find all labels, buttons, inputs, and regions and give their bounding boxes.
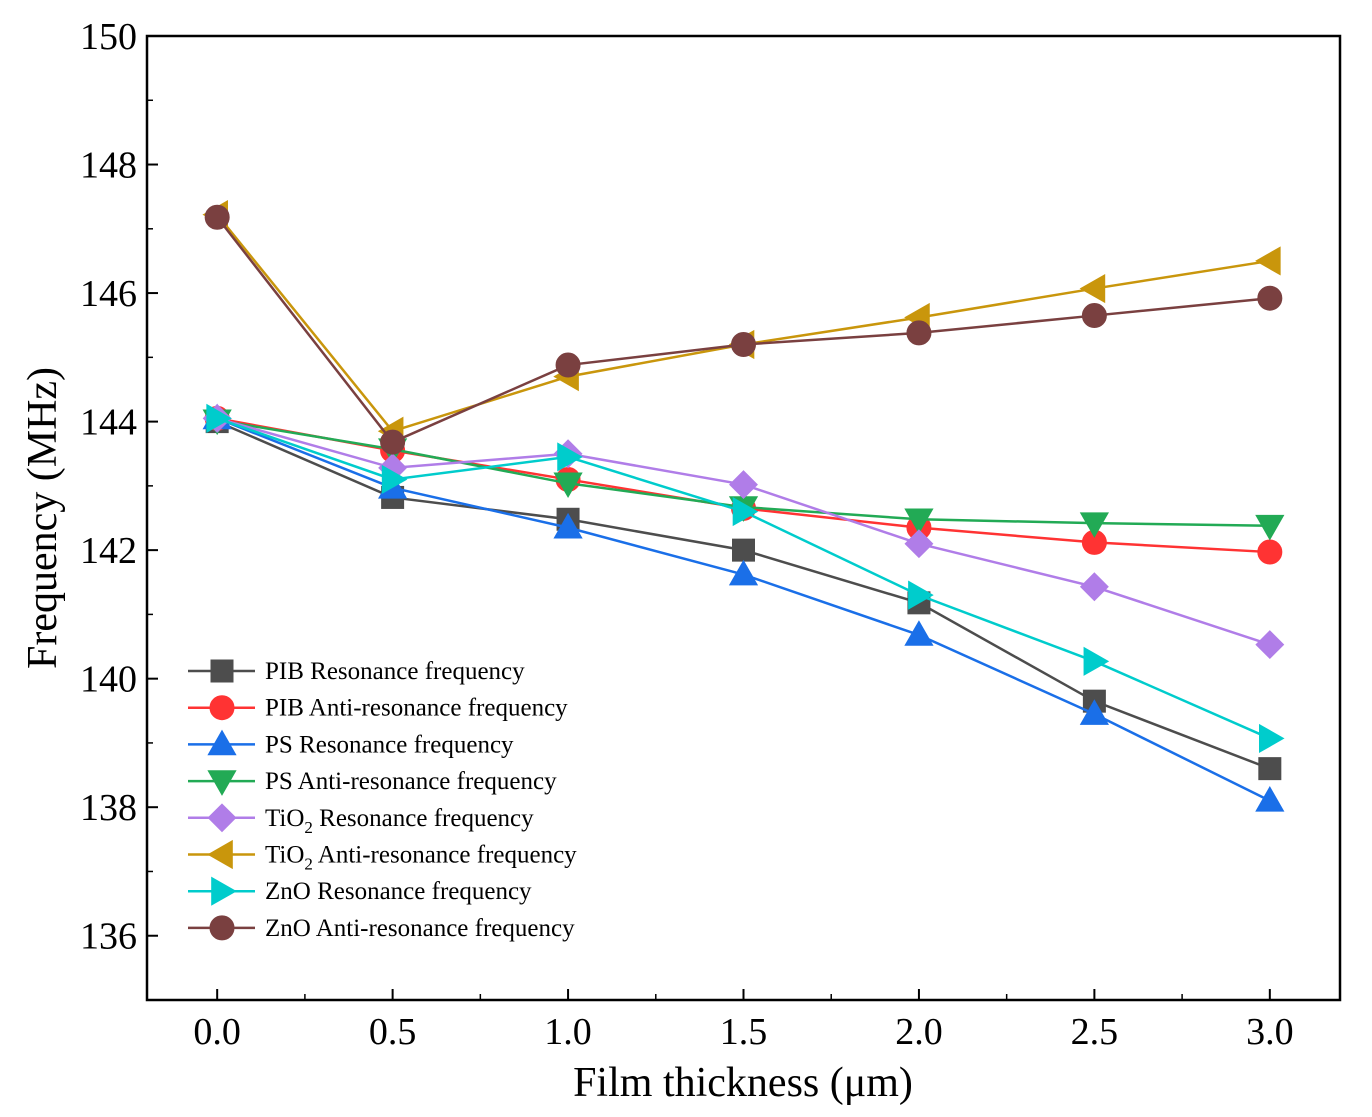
x-tick-label: 1.5 <box>720 1011 768 1053</box>
legend: PIB Resonance frequency PIB Anti-resonanc… <box>188 658 577 942</box>
legend-item: PIB Resonance frequency <box>188 658 525 685</box>
legend-item: PS Anti-resonance frequency <box>188 768 557 796</box>
data-point <box>206 403 232 433</box>
series-line <box>216 417 1271 646</box>
y-tick-label: 148 <box>80 145 137 187</box>
series-7 <box>204 204 1283 455</box>
data-point <box>732 496 759 527</box>
y-axis: 136 138 140 142 144 146 148 150 <box>80 16 158 1001</box>
data-point <box>729 470 758 500</box>
legend-label: ZnO Resonance frequency <box>265 878 532 905</box>
data-point <box>380 429 406 455</box>
data-point <box>731 331 756 357</box>
legend-label: PIB Anti-resonance frequency <box>265 695 568 722</box>
series-line <box>216 213 1271 433</box>
x-tick-label: 1.0 <box>544 1011 592 1053</box>
legend-item: ZnO Anti-resonance frequency <box>188 915 575 942</box>
data-point <box>1079 572 1109 602</box>
x-tick-label: 2.5 <box>1071 1011 1119 1053</box>
legend-item: ZnO Resonance frequency <box>188 876 532 906</box>
legend-label: PS Anti-resonance frequency <box>265 768 557 795</box>
y-tick-label: 140 <box>80 659 137 701</box>
legend-label: ZnO Anti-resonance frequency <box>265 915 575 942</box>
y-tick-label: 136 <box>80 916 137 958</box>
x-tick-label: 0.0 <box>193 1011 241 1053</box>
data-point <box>553 472 583 499</box>
legend-marker <box>210 659 234 683</box>
legend-marker <box>207 770 237 796</box>
data-point <box>728 559 759 586</box>
data-point <box>1255 786 1285 812</box>
legend-item: PIB Anti-resonance frequency <box>188 695 568 722</box>
data-point <box>1081 303 1107 329</box>
legend-label: TiO2 Anti-resonance frequency <box>265 842 577 874</box>
data-point <box>1079 699 1109 725</box>
data-point <box>381 464 408 495</box>
data-point <box>908 580 934 610</box>
series-6 <box>206 403 1285 754</box>
data-point <box>904 529 934 559</box>
data-point <box>557 442 583 472</box>
x-tick-label: 0.5 <box>369 1011 417 1053</box>
x-tick-label: 3.0 <box>1246 1011 1294 1053</box>
legend-item: TiO2 Anti-resonance frequency <box>188 839 577 874</box>
data-point <box>1079 512 1109 538</box>
data-point <box>1257 285 1283 311</box>
data-point <box>1258 757 1282 781</box>
data-point <box>732 538 755 562</box>
data-point <box>1255 630 1285 660</box>
data-point <box>1255 246 1281 276</box>
legend-marker <box>207 729 237 756</box>
y-tick-label: 144 <box>80 402 137 444</box>
legend-marker <box>209 695 235 721</box>
data-point <box>1079 273 1106 304</box>
legend-label: TiO2 Resonance frequency <box>265 805 534 837</box>
data-point <box>1259 723 1285 754</box>
legend-marker <box>207 839 233 870</box>
data-point <box>1083 646 1110 676</box>
legend-label: PIB Resonance frequency <box>265 658 525 685</box>
data-point <box>906 320 932 346</box>
series-layer <box>202 200 1285 812</box>
data-point <box>904 620 934 646</box>
y-tick-label: 138 <box>80 787 137 829</box>
y-tick-label: 142 <box>80 530 137 572</box>
legend-label: PS Resonance frequency <box>265 731 514 758</box>
legend-item: TiO2 Resonance frequency <box>188 803 534 837</box>
series-4 <box>202 403 1285 660</box>
data-point <box>553 512 583 539</box>
y-tick-label: 150 <box>80 16 137 58</box>
data-point <box>204 204 230 230</box>
legend-marker <box>207 803 237 833</box>
data-point <box>1255 514 1285 541</box>
x-axis-title: Film thickness (μm) <box>573 1060 913 1106</box>
data-point <box>555 352 581 378</box>
y-tick-label: 146 <box>80 273 137 315</box>
legend-marker <box>211 876 237 906</box>
legend-marker <box>209 915 235 941</box>
x-tick-label: 2.0 <box>895 1011 943 1053</box>
data-point <box>904 508 934 535</box>
y-axis-title: Frequency (MHz) <box>20 367 66 669</box>
x-axis: 0.0 0.5 1.0 1.5 2.0 2.5 3.0 <box>193 989 1294 1053</box>
data-point <box>1257 539 1283 565</box>
legend-item: PS Resonance frequency <box>188 729 514 758</box>
